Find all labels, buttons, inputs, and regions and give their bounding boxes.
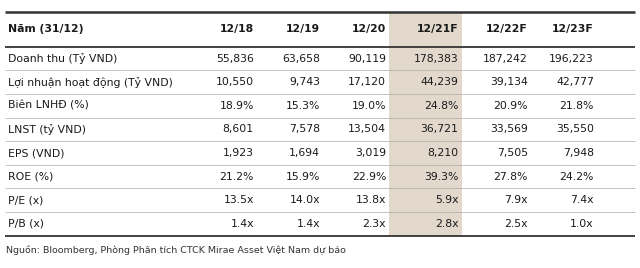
Text: 7,948: 7,948 (563, 148, 594, 158)
Text: LNST (tỷ VND): LNST (tỷ VND) (8, 124, 86, 135)
Text: 5.9x: 5.9x (435, 195, 458, 205)
Text: 10,550: 10,550 (216, 77, 254, 87)
Text: 12/20: 12/20 (352, 24, 386, 35)
Text: 12/23F: 12/23F (552, 24, 594, 35)
Text: 15.3%: 15.3% (285, 101, 320, 111)
Text: P/B (x): P/B (x) (8, 219, 44, 229)
Text: 22.9%: 22.9% (352, 172, 386, 182)
Text: 7.9x: 7.9x (504, 195, 528, 205)
Text: 12/19: 12/19 (286, 24, 320, 35)
Text: 21.8%: 21.8% (559, 101, 594, 111)
Text: 187,242: 187,242 (483, 54, 528, 64)
Text: 2.5x: 2.5x (504, 219, 528, 229)
Text: 36,721: 36,721 (420, 124, 458, 135)
Text: 24.2%: 24.2% (559, 172, 594, 182)
Text: 13.5x: 13.5x (223, 195, 254, 205)
Text: Nguồn: Bloomberg, Phòng Phân tích CTCK Mirae Asset Việt Nam dự báo: Nguồn: Bloomberg, Phòng Phân tích CTCK M… (6, 245, 346, 255)
Text: 18.9%: 18.9% (220, 101, 254, 111)
Text: 2.3x: 2.3x (363, 219, 386, 229)
Text: 2.8x: 2.8x (435, 219, 458, 229)
Text: 1,694: 1,694 (289, 148, 320, 158)
Text: Năm (31/12): Năm (31/12) (8, 24, 84, 35)
Text: 14.0x: 14.0x (289, 195, 320, 205)
Text: 19.0%: 19.0% (351, 101, 386, 111)
Text: 55,836: 55,836 (216, 54, 254, 64)
Text: 39.3%: 39.3% (424, 172, 458, 182)
Text: EPS (VND): EPS (VND) (8, 148, 65, 158)
Text: 12/21F: 12/21F (417, 24, 458, 35)
Text: 24.8%: 24.8% (424, 101, 458, 111)
Text: Lợi nhuận hoạt động (Tỷ VND): Lợi nhuận hoạt động (Tỷ VND) (8, 77, 173, 88)
Text: 17,120: 17,120 (348, 77, 386, 87)
Text: 42,777: 42,777 (556, 77, 594, 87)
Text: Doanh thu (Tỷ VND): Doanh thu (Tỷ VND) (8, 53, 118, 64)
Text: 196,223: 196,223 (549, 54, 594, 64)
Text: 90,119: 90,119 (348, 54, 386, 64)
Text: 7.4x: 7.4x (570, 195, 594, 205)
Text: 1,923: 1,923 (223, 148, 254, 158)
Text: Biên LNHĐ (%): Biên LNHĐ (%) (8, 101, 89, 111)
Text: 12/22F: 12/22F (486, 24, 528, 35)
Text: 20.9%: 20.9% (493, 101, 528, 111)
Text: 15.9%: 15.9% (285, 172, 320, 182)
Text: 21.2%: 21.2% (220, 172, 254, 182)
Text: 33,569: 33,569 (490, 124, 528, 135)
Text: 27.8%: 27.8% (493, 172, 528, 182)
Text: 13,504: 13,504 (348, 124, 386, 135)
Text: 9,743: 9,743 (289, 77, 320, 87)
Text: 178,383: 178,383 (413, 54, 458, 64)
Text: P/E (x): P/E (x) (8, 195, 44, 205)
Text: 1.4x: 1.4x (230, 219, 254, 229)
Text: 1.4x: 1.4x (296, 219, 320, 229)
Text: 13.8x: 13.8x (356, 195, 386, 205)
Text: 63,658: 63,658 (282, 54, 320, 64)
Text: 35,550: 35,550 (556, 124, 594, 135)
Text: 12/18: 12/18 (220, 24, 254, 35)
Text: 3,019: 3,019 (355, 148, 386, 158)
Text: 1.0x: 1.0x (570, 219, 594, 229)
Text: 44,239: 44,239 (420, 77, 458, 87)
Text: 7,578: 7,578 (289, 124, 320, 135)
Text: 8,601: 8,601 (223, 124, 254, 135)
Text: ROE (%): ROE (%) (8, 172, 54, 182)
Text: 8,210: 8,210 (428, 148, 458, 158)
Text: 39,134: 39,134 (490, 77, 528, 87)
Text: 7,505: 7,505 (497, 148, 528, 158)
